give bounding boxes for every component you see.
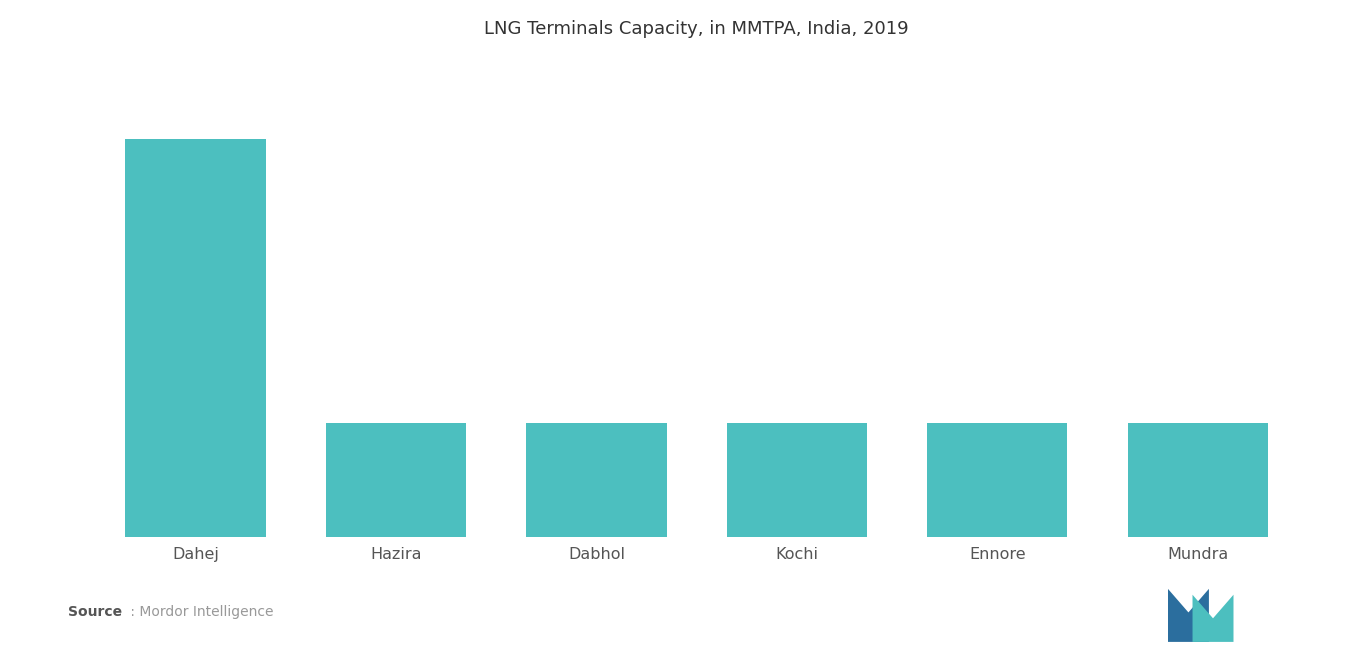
Bar	[1127, 423, 1268, 537]
Polygon shape	[1168, 589, 1209, 642]
Bar	[326, 423, 466, 537]
Text: Source: Source	[68, 605, 123, 619]
Bar	[727, 423, 867, 537]
Polygon shape	[1193, 595, 1233, 642]
Bar	[126, 139, 266, 537]
Bar	[928, 423, 1067, 537]
Title: LNG Terminals Capacity, in MMTPA, India, 2019: LNG Terminals Capacity, in MMTPA, India,…	[485, 20, 908, 38]
Text: : Mordor Intelligence: : Mordor Intelligence	[126, 605, 273, 619]
Bar	[526, 423, 667, 537]
